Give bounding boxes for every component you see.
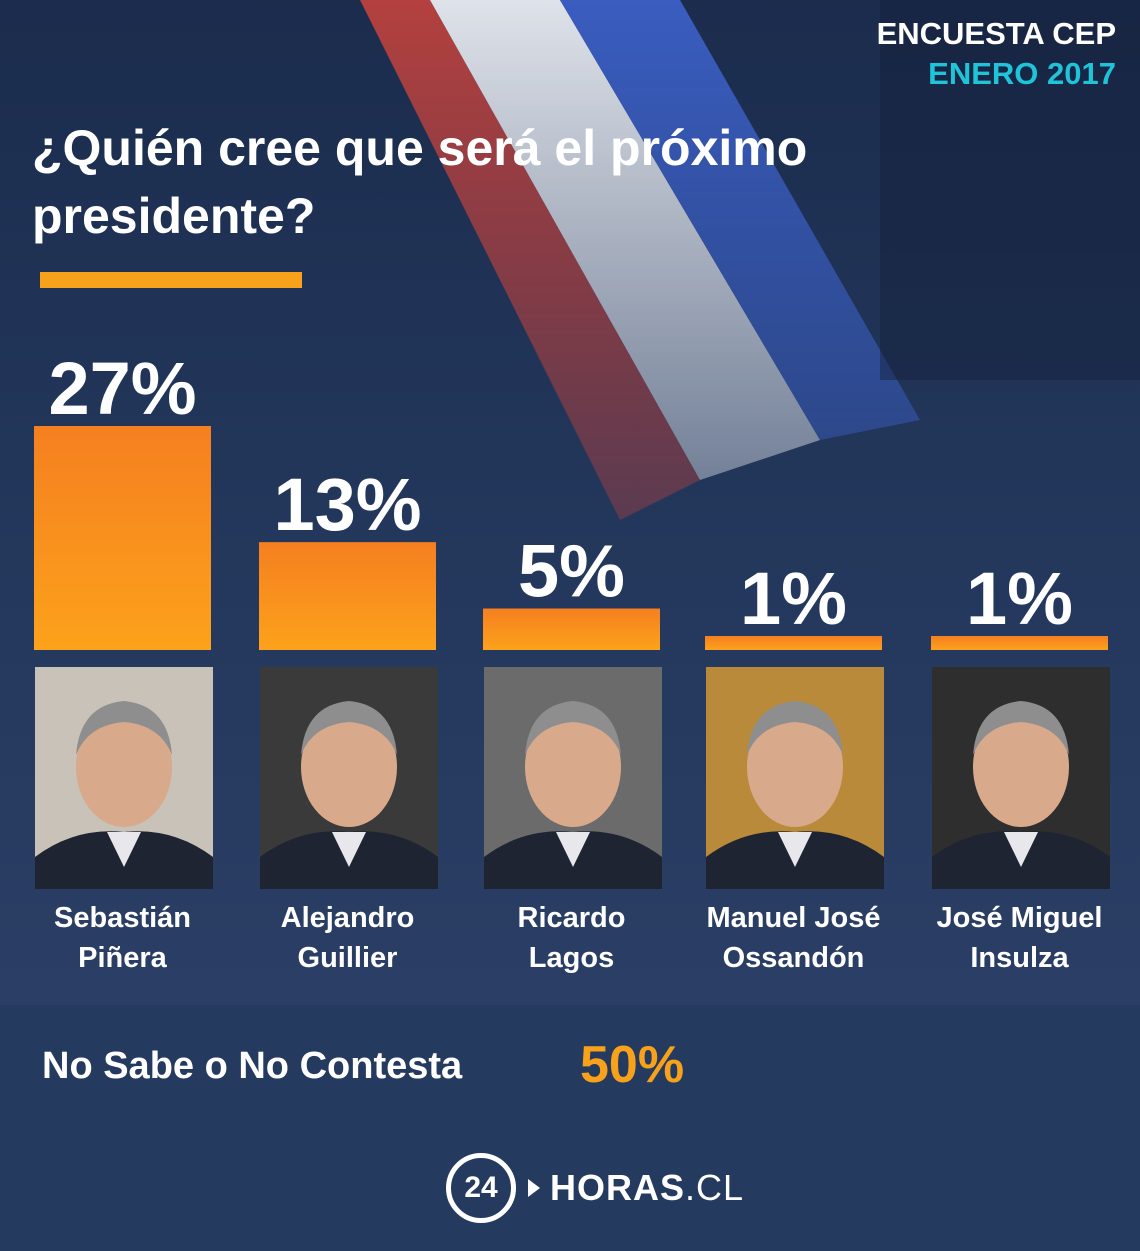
bar bbox=[34, 426, 211, 650]
portrait-photo bbox=[260, 667, 438, 889]
logo-text: HORAS.CL bbox=[550, 1167, 744, 1209]
bar bbox=[483, 608, 660, 650]
portrait-photo bbox=[484, 667, 662, 889]
candidate-name-line2: Insulza bbox=[970, 942, 1069, 974]
dont-know-label: No Sabe o No Contesta bbox=[42, 1045, 463, 1087]
survey-name: ENCUESTA CEP bbox=[876, 16, 1116, 51]
tick-label: Manuel José Ossandón bbox=[684, 898, 904, 978]
candidate-name-line2: Guillier bbox=[297, 942, 398, 974]
footer: No Sabe o No Contesta 50% 24 HORAS.CL bbox=[0, 1005, 1140, 1251]
tick-label: José Miguel Insulza bbox=[910, 898, 1130, 978]
data-label: 5% bbox=[518, 530, 625, 613]
candidate-name-line2: Ossandón bbox=[722, 942, 865, 974]
data-label: 27% bbox=[48, 347, 196, 430]
tick-label: Alejandro Guillier bbox=[238, 898, 458, 978]
portrait-icon bbox=[932, 667, 1110, 889]
tick-label: Ricardo Lagos bbox=[462, 898, 682, 978]
bar-chart: 27% 13% 5% 1% 1% bbox=[34, 347, 1108, 650]
portrait-icon bbox=[260, 667, 438, 889]
portrait-icon bbox=[35, 667, 213, 889]
candidate-name-line1: José Miguel bbox=[936, 902, 1103, 934]
candidate-name-line1: Alejandro bbox=[280, 902, 415, 934]
candidate-name-line1: Ricardo bbox=[517, 902, 626, 934]
dont-know-value: 50% bbox=[580, 1036, 685, 1094]
portrait-photo bbox=[35, 667, 213, 889]
candidate-name-line2: Piñera bbox=[78, 942, 167, 974]
candidate-name-line1: Sebastián bbox=[54, 902, 191, 934]
data-label: 1% bbox=[966, 557, 1073, 640]
survey-date: ENERO 2017 bbox=[928, 56, 1116, 91]
candidate-name-line1: Manuel José bbox=[706, 902, 881, 934]
presidential-sash-graphic bbox=[360, 0, 1140, 520]
portrait-icon bbox=[706, 667, 884, 889]
logo-circle: 24 bbox=[446, 1153, 516, 1223]
portrait-photo bbox=[932, 667, 1110, 889]
bar bbox=[705, 636, 882, 650]
survey-tag: ENCUESTA CEP ENERO 2017 bbox=[877, 14, 1116, 94]
logo-tld: .CL bbox=[685, 1167, 745, 1208]
play-arrow-icon bbox=[528, 1179, 540, 1197]
portrait-photo bbox=[706, 667, 884, 889]
bar bbox=[259, 542, 436, 650]
logo-number: 24 bbox=[464, 1171, 498, 1204]
portrait-icon bbox=[484, 667, 662, 889]
bar bbox=[931, 636, 1108, 650]
brand-logo: 24 HORAS.CL bbox=[446, 1153, 744, 1223]
logo-brand: HORAS bbox=[550, 1167, 686, 1208]
chart-title: ¿Quién cree que será el próximo presiden… bbox=[32, 120, 808, 244]
data-label: 13% bbox=[273, 463, 421, 546]
tick-label: Sebastián Piñera bbox=[13, 898, 233, 978]
data-label: 1% bbox=[740, 557, 847, 640]
candidate-name-line2: Lagos bbox=[528, 942, 615, 974]
title-underline bbox=[40, 272, 302, 288]
